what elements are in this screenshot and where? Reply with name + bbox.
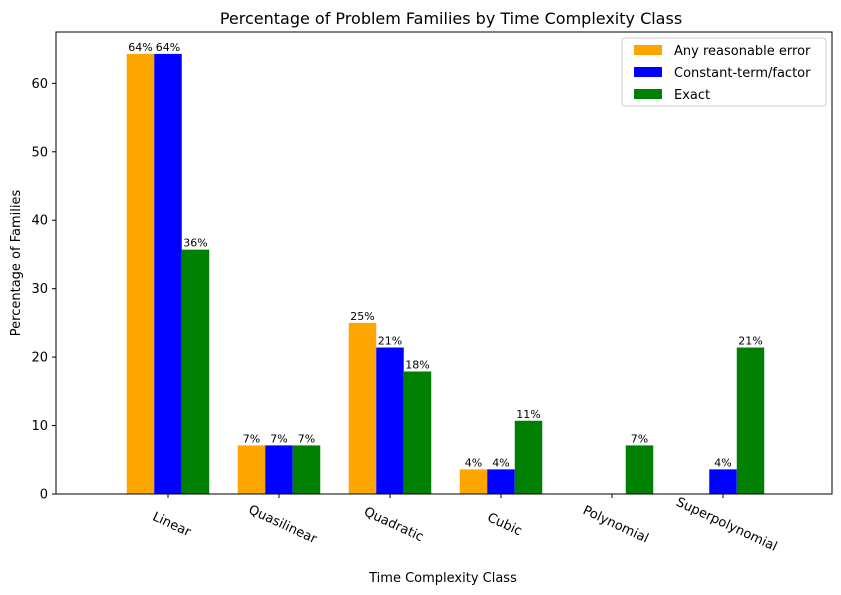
bar-value-label: 25% (350, 310, 374, 323)
y-tick-label: 30 (31, 282, 48, 297)
bar (403, 371, 432, 494)
bar-value-label: 11% (516, 408, 540, 421)
x-tick-label: Quasilinear (246, 502, 320, 547)
bar-value-label: 64% (156, 41, 180, 54)
legend-label: Exact (674, 88, 710, 103)
bar (514, 420, 543, 494)
bar-value-label: 7% (270, 432, 287, 445)
y-tick-label: 40 (31, 214, 48, 229)
bar (348, 322, 377, 494)
legend-label: Any reasonable error (674, 44, 811, 59)
x-tick-label: Polynomial (580, 503, 650, 546)
bar (292, 445, 321, 494)
chart-title: Percentage of Problem Families by Time C… (220, 9, 682, 28)
x-axis: Linear Quasilinear Quadratic Cubic Polynomia… (150, 494, 779, 555)
bar-value-label: 4% (465, 456, 482, 469)
y-axis: 0 10 20 30 40 50 60 (31, 77, 56, 503)
bar (265, 445, 293, 494)
bar (736, 347, 765, 494)
bar-value-label: 21% (738, 335, 762, 348)
x-tick-label: Superpolynomial (674, 495, 780, 555)
bar (376, 347, 404, 494)
bar-labels-group: 64% 64%36%7% 7% 7%25%21%18%4% 4%11%7%4%21% (128, 41, 762, 469)
bar-value-label: 4% (714, 456, 731, 469)
bar-value-label: 18% (405, 358, 429, 371)
bar-value-label: 36% (183, 237, 207, 250)
bar (709, 469, 737, 494)
bar (459, 469, 488, 494)
y-tick-label: 60 (31, 77, 48, 92)
x-axis-label: Time Complexity Class (368, 571, 517, 586)
y-tick-label: 0 (40, 488, 48, 503)
x-tick-label: Linear (150, 509, 194, 540)
legend-box (621, 37, 827, 107)
legend-swatch (634, 45, 662, 55)
bar (126, 53, 155, 494)
y-axis-label: Percentage of Families (9, 190, 24, 337)
legend: Any reasonable error Constant-term/factor… (621, 37, 827, 107)
x-tick-label: Cubic (485, 510, 524, 539)
y-tick-label: 20 (31, 351, 48, 366)
bar (154, 53, 182, 494)
x-tick-label: Quadratic (361, 505, 425, 546)
bar-value-label: 4% (492, 456, 509, 469)
legend-label: Constant-term/factor (674, 66, 811, 81)
bar-value-label: 7% (631, 432, 648, 445)
bars-group (126, 53, 765, 494)
bar-value-label: 7% (298, 432, 315, 445)
legend-swatch (634, 89, 662, 99)
bar-value-label: 21% (378, 335, 402, 348)
bar (625, 445, 654, 494)
bar-value-label: 7% (243, 432, 260, 445)
plot-frame (55, 31, 833, 495)
y-tick-label: 10 (31, 419, 48, 434)
bar (237, 445, 266, 494)
bar (487, 469, 515, 494)
bar-value-label: 64% (128, 41, 152, 54)
y-tick-label: 50 (31, 145, 48, 160)
legend-swatch (634, 67, 662, 77)
bar (181, 249, 210, 494)
